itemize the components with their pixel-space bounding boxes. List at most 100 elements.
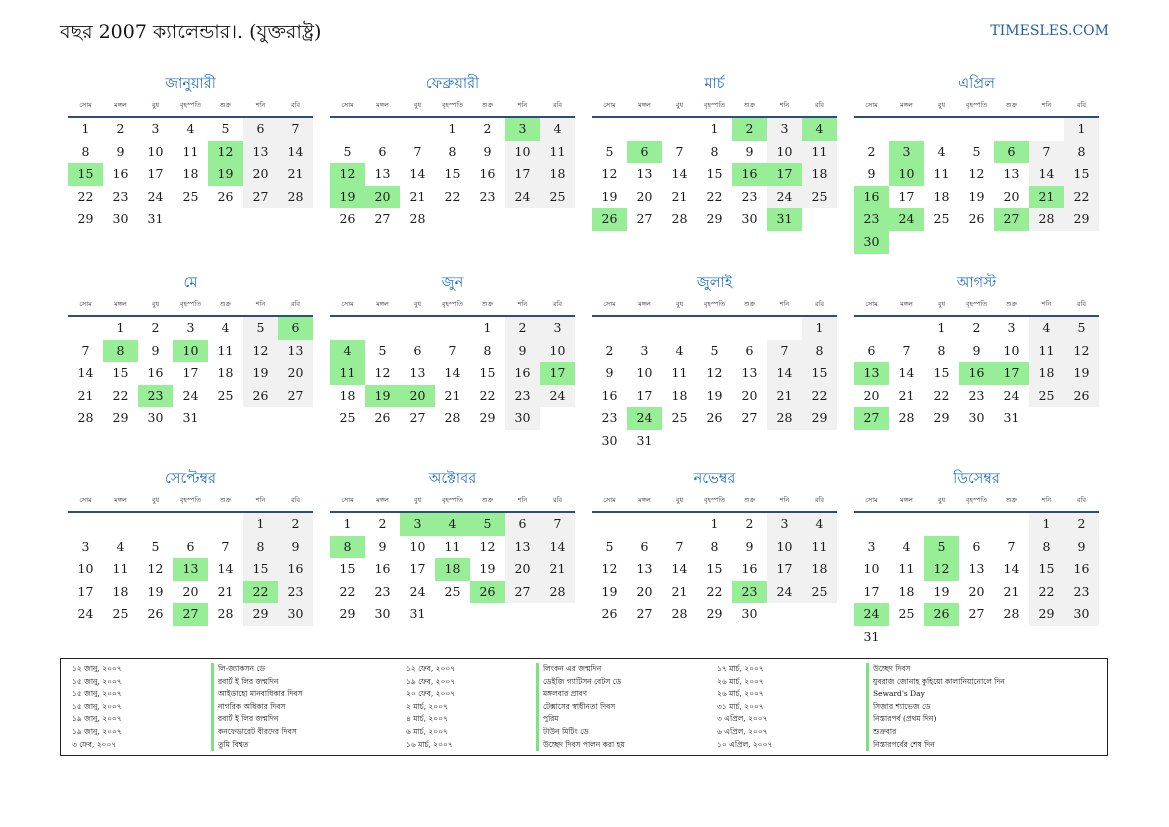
day-cell: 21 bbox=[444, 387, 461, 403]
holiday-day-cell: 16 bbox=[959, 362, 994, 385]
day-cell: 18 bbox=[540, 163, 575, 186]
weekday-label: রবি bbox=[552, 496, 563, 504]
day-cell: 6 bbox=[640, 538, 649, 554]
day-cell: 25 bbox=[671, 410, 688, 426]
day-cell: 14 bbox=[77, 365, 94, 381]
day-cell: 2 bbox=[745, 516, 754, 531]
holiday-day-cell: 13 bbox=[173, 558, 208, 581]
day-cell: 19 bbox=[243, 362, 278, 385]
empty-cell bbox=[400, 317, 435, 340]
weekday-header: সোম মঙ্গল বুধ বৃহস্পতি শুক্র শনি রবি bbox=[854, 491, 1099, 513]
month-title: ডিসেম্বর bbox=[953, 471, 1000, 487]
holiday-day-cell: 26 bbox=[470, 580, 505, 604]
day-cell: 25 bbox=[933, 211, 950, 227]
day-cell: 9 bbox=[278, 535, 313, 559]
weekday-label: শনি bbox=[255, 101, 266, 109]
day-cell: 14 bbox=[409, 166, 426, 182]
day-cell: 19 bbox=[601, 188, 618, 204]
month-title: জুন bbox=[441, 275, 464, 291]
holiday-name: সিজার শ্যাভেজ ডে bbox=[873, 701, 931, 711]
holiday-name: শুক্রবার bbox=[873, 726, 897, 736]
holiday-date: ১৫ জানু, ২০০৭ bbox=[72, 701, 122, 711]
day-cell: 4 bbox=[802, 513, 837, 536]
day-cell: 9 bbox=[605, 365, 614, 381]
day-cell: 9 bbox=[505, 339, 540, 363]
month-block: সেপ্টেম্বর সোম মঙ্গল বুধ বৃহস্পতি শুক্র শনি রবি… bbox=[68, 467, 313, 626]
weekday-label: শুক্র bbox=[219, 101, 232, 109]
day-cell: 16 bbox=[741, 561, 758, 577]
holiday-name: উচ্ছেদ দিবস পালন করা হয় bbox=[543, 739, 625, 749]
day-cell: 22 bbox=[479, 387, 496, 403]
holiday-date: ১২ ফেব, ২০০৭ bbox=[406, 664, 456, 673]
day-cell: 1 bbox=[116, 320, 125, 335]
holiday-day-cell: 4 bbox=[435, 513, 470, 536]
holiday-day-cell: 3 bbox=[889, 140, 924, 164]
empty-cell bbox=[330, 118, 365, 141]
day-cell: 15 bbox=[1029, 558, 1064, 581]
day-cell: 31 bbox=[147, 211, 164, 227]
day-cell: 7 bbox=[902, 342, 911, 358]
day-cell: 5 bbox=[221, 121, 230, 136]
day-cell: 29 bbox=[243, 603, 278, 626]
weekday-label: শুক্র bbox=[743, 496, 756, 504]
day-cell: 10 bbox=[77, 561, 94, 577]
weekday-label: রবি bbox=[1076, 496, 1087, 504]
day-cell: 2 bbox=[278, 513, 313, 536]
empty-cell bbox=[889, 118, 924, 141]
day-cell: 7 bbox=[675, 538, 684, 554]
day-cell: 5 bbox=[710, 342, 719, 358]
day-cell: 29 bbox=[802, 407, 837, 430]
day-cell: 13 bbox=[409, 365, 426, 381]
day-cell: 11 bbox=[898, 561, 915, 577]
empty-cell bbox=[959, 513, 994, 536]
weekday-label: বুধ bbox=[413, 496, 422, 504]
day-cell: 29 bbox=[112, 410, 129, 426]
day-cell: 3 bbox=[540, 317, 575, 340]
day-cell: 28 bbox=[1003, 606, 1020, 622]
day-cell: 23 bbox=[479, 188, 496, 204]
day-cell: 26 bbox=[243, 384, 278, 408]
month-title: অক্টোবর bbox=[428, 471, 477, 487]
weekday-label: শুক্র bbox=[481, 496, 494, 504]
day-cell: 2 bbox=[116, 121, 125, 136]
day-cell: 8 bbox=[710, 538, 719, 554]
holiday-date-column: ১৭ মার্চ, ২০০৭ ২৬ মার্চ, ২০০৭ ২৬ মার্চ, ২০… bbox=[717, 663, 772, 751]
holiday-day-cell: 26 bbox=[592, 208, 627, 231]
holiday-date: ১৫ জানু, ২০০৭ bbox=[72, 689, 122, 699]
day-cell: 14 bbox=[217, 561, 234, 577]
day-cell: 29 bbox=[339, 606, 356, 622]
day-cell: 5 bbox=[972, 143, 981, 159]
day-cell: 15 bbox=[243, 558, 278, 581]
site-link[interactable]: TIMESLES.COM bbox=[990, 23, 1109, 39]
day-cell: 3 bbox=[767, 513, 802, 536]
month-title: মার্চ bbox=[704, 76, 725, 92]
month-title: মে bbox=[183, 275, 198, 291]
day-cell: 13 bbox=[505, 535, 540, 559]
day-cell: 20 bbox=[505, 558, 540, 581]
day-cell: 1 bbox=[802, 317, 837, 340]
day-cell: 8 bbox=[710, 143, 719, 159]
weekday-label: শুক্র bbox=[1005, 300, 1018, 308]
day-cell: 8 bbox=[81, 143, 90, 159]
weekday-label: রবি bbox=[552, 101, 563, 109]
empty-cell bbox=[924, 118, 959, 141]
holiday-day-cell: 5 bbox=[924, 535, 959, 559]
weekday-label: সোম bbox=[865, 101, 878, 109]
day-cell: 27 bbox=[278, 384, 313, 408]
weekday-label: রবি bbox=[814, 300, 825, 308]
day-cell: 22 bbox=[339, 583, 356, 599]
day-cell: 30 bbox=[741, 211, 758, 227]
day-cell: 11 bbox=[540, 140, 575, 164]
day-cell: 12 bbox=[601, 166, 618, 182]
day-cell: 17 bbox=[505, 163, 540, 186]
day-cell: 15 bbox=[479, 365, 496, 381]
weekday-header: সোম মঙ্গল বুধ বৃহস্পতি শুক্র শনি রবি bbox=[592, 491, 837, 513]
day-cell: 30 bbox=[601, 432, 618, 448]
day-cell: 5 bbox=[1064, 317, 1099, 340]
weekday-label: শুক্র bbox=[219, 300, 232, 308]
month-title: জুলাই bbox=[696, 275, 733, 291]
day-cell: 23 bbox=[278, 580, 313, 604]
holiday-name: Seward's Day bbox=[873, 689, 925, 699]
day-cell: 19 bbox=[601, 583, 618, 599]
empty-cell bbox=[994, 513, 1029, 536]
